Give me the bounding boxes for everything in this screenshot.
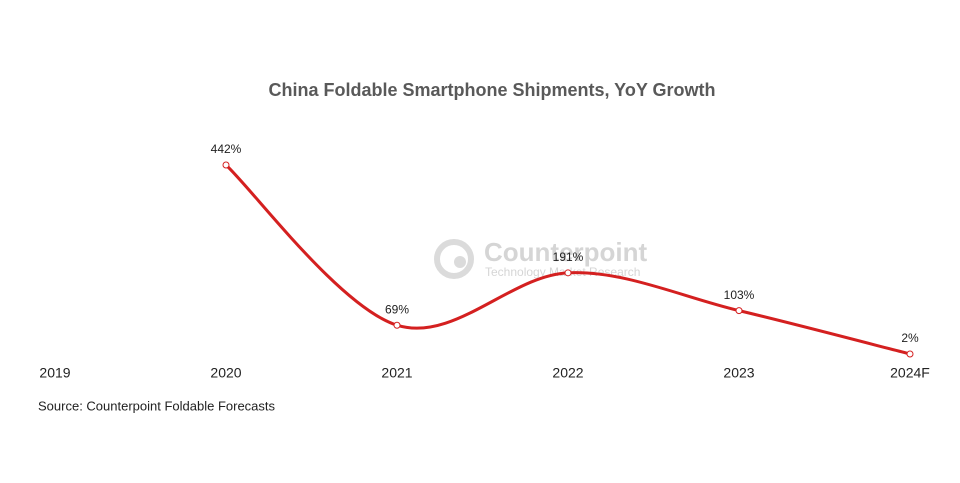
chart-title: China Foldable Smartphone Shipments, YoY… xyxy=(268,80,715,100)
watermark-text: Counterpoint xyxy=(484,237,648,267)
x-tick-label: 2024F xyxy=(890,365,930,381)
data-label: 103% xyxy=(724,288,755,302)
x-tick-label: 2019 xyxy=(39,365,70,381)
source-note: Source: Counterpoint Foldable Forecasts xyxy=(38,398,276,413)
data-label: 442% xyxy=(211,142,242,156)
data-point xyxy=(735,307,743,315)
series-line xyxy=(224,163,911,356)
data-label: 191% xyxy=(553,250,584,264)
watermark-logo xyxy=(434,239,474,279)
data-point xyxy=(222,161,230,169)
x-tick-label: 2020 xyxy=(210,365,241,381)
data-label: 2% xyxy=(901,331,919,345)
watermark-logo-dot xyxy=(454,256,466,268)
data-point xyxy=(564,269,572,277)
data-point xyxy=(393,321,401,329)
x-tick-label: 2022 xyxy=(552,365,583,381)
data-label: 69% xyxy=(385,302,409,316)
data-point xyxy=(906,350,914,358)
x-tick-label: 2023 xyxy=(723,365,754,381)
x-tick-label: 2021 xyxy=(381,365,412,381)
